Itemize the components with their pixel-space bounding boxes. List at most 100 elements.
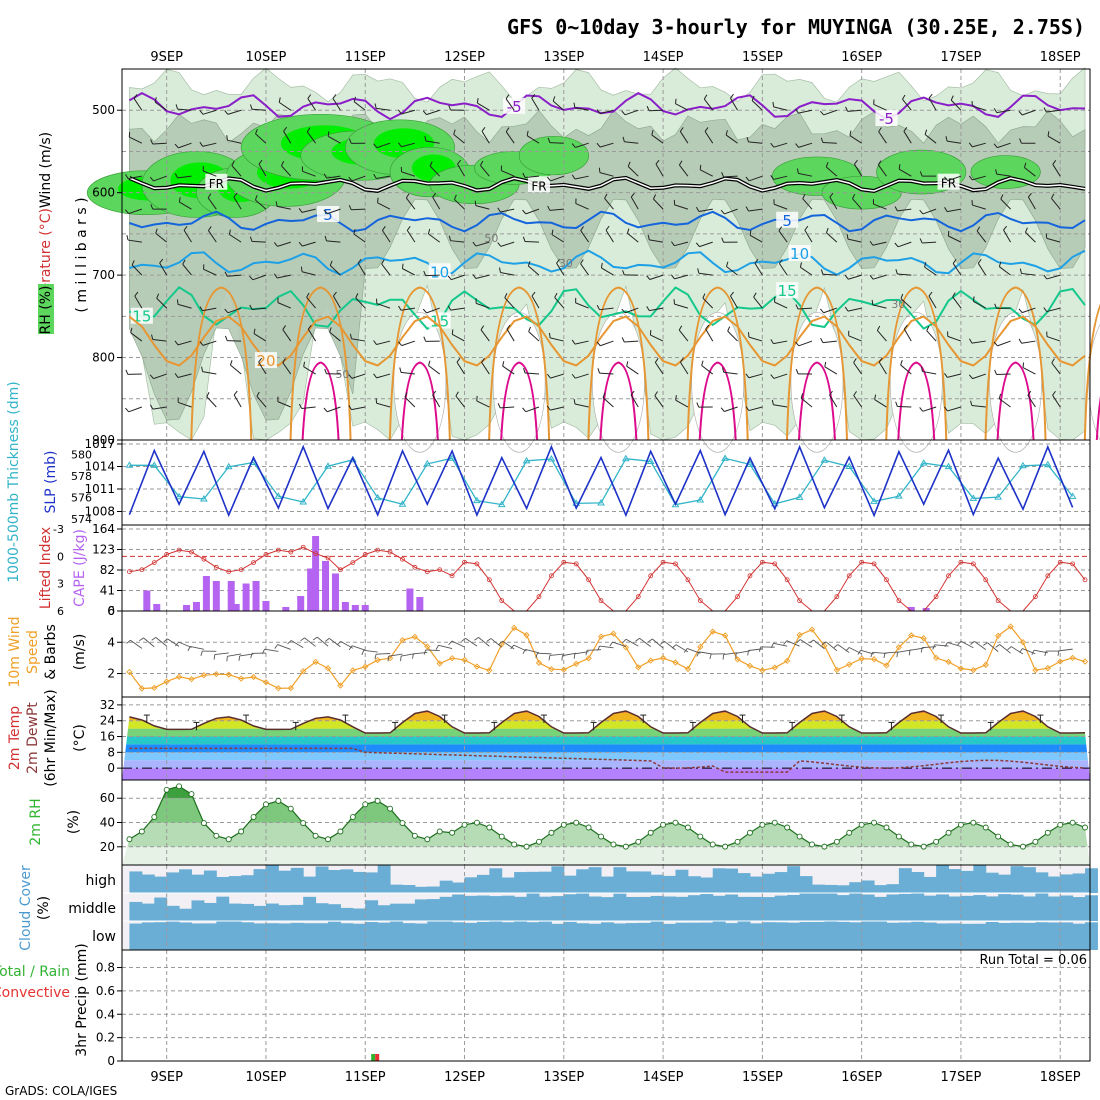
wind-barb [477, 102, 490, 111]
wind-barb-flag [207, 193, 212, 199]
surface-wind-barb-flag [896, 652, 898, 658]
cloud-cover-bar [998, 894, 1012, 921]
wind-barb-flag [928, 291, 933, 297]
axis-tick-label: 6 [107, 604, 115, 618]
wind-barb [654, 362, 664, 375]
rh2m-marker [213, 832, 220, 839]
wind-barb-flag [646, 306, 650, 311]
wind-barb-flag [273, 273, 278, 279]
wind-barb [131, 264, 143, 276]
wind-barb [952, 263, 962, 276]
wind-barb [922, 406, 937, 412]
surface-wind-barb-flag [548, 655, 551, 661]
wind-barb-flag [770, 175, 774, 180]
wind-barb [401, 340, 416, 347]
wind-barb [277, 241, 291, 247]
wind-barb [678, 329, 689, 342]
cloud-cover-bar [377, 922, 391, 950]
lifted-index-marker [275, 547, 281, 553]
wind-speed-marker [995, 632, 1002, 639]
wind-barb-flag [377, 197, 379, 203]
temperature-color-fill [122, 711, 1090, 780]
wind-barb [306, 297, 316, 309]
cloud-cover-bar [265, 865, 279, 893]
wind-barb-flag [802, 194, 806, 199]
cloud-cover-bar [365, 872, 379, 893]
wind-barb [177, 108, 192, 111]
bottom-date-label: 18SEP [1040, 1070, 1081, 1085]
wind-barb [723, 371, 738, 375]
wind-barb [301, 271, 316, 276]
wind-barb [730, 295, 738, 309]
rh2m-marker [225, 836, 232, 843]
wind-barb [972, 105, 986, 111]
cape-bar [232, 604, 240, 611]
wind-barb [601, 267, 614, 276]
cloud-cover-bar [1010, 894, 1024, 921]
wind-barb [283, 130, 292, 144]
cloud-cover-bar [228, 903, 242, 921]
cloud-cover-bar [774, 872, 788, 893]
cloud-cover-bar [241, 903, 255, 921]
wind-barb-flag [646, 105, 650, 111]
wind-barb-flag [596, 341, 601, 347]
cloud-cover-bar [390, 921, 403, 950]
temperature-band [122, 768, 1090, 780]
wind-barb-flag [993, 143, 998, 148]
contour-label: -5 [507, 98, 522, 116]
wind-barb-flag [327, 131, 330, 137]
wind-barb [605, 229, 614, 243]
rh2m-marker [536, 838, 542, 845]
wind-barb-flag [869, 240, 874, 246]
cloud-cover-bar [762, 922, 776, 950]
rh2m-marker [436, 828, 443, 835]
surface-wind-barb [277, 644, 291, 650]
cloud-cover-bar [526, 922, 540, 950]
axis-tick-label: 0 [107, 761, 115, 775]
cloud-cover-bar [390, 884, 403, 893]
cloud-cover-bar [265, 903, 279, 921]
wind-speed-marker [870, 656, 878, 663]
temp2m-ylabels: 2m Temp 2m DewPt (6hr Min/Max) (°C) [7, 689, 88, 786]
wind-barb-flag [697, 268, 700, 274]
wind-barb [826, 232, 838, 243]
cloud-cover-bar [923, 895, 937, 921]
wind-barb [754, 263, 763, 276]
axis-tick-label: 0 [107, 604, 115, 618]
wind-ylabel-units: (m/s) [72, 634, 88, 671]
surface-wind-barb-flag [274, 644, 279, 649]
wind-barb-flag [481, 357, 485, 363]
thickness-tick-label: 574 [71, 513, 92, 526]
wind-barb-flag [324, 368, 327, 374]
wind-barb [773, 340, 788, 345]
wind-barb [897, 273, 912, 276]
rh2m-marker [1057, 821, 1064, 828]
cloud-cover-bar [141, 874, 155, 893]
wind-barb [952, 296, 962, 309]
wind-barb [202, 109, 217, 115]
wind-barb-flag [306, 292, 310, 298]
contour-label: 10 [430, 263, 449, 281]
wind-barb-flag [547, 137, 551, 143]
wind-speed-marker [858, 655, 865, 662]
wind-barb-flag [176, 299, 179, 305]
temperature-band [122, 720, 1090, 729]
wind-barb [599, 109, 614, 115]
wind-speed-marker [883, 662, 890, 669]
wind-barb [602, 397, 614, 408]
isotherm--5 [128, 91, 1086, 121]
wind-barb [574, 403, 589, 408]
surface-wind-barb-flag [163, 638, 168, 643]
cloud-cover-bar [154, 922, 168, 950]
cloud-cover-bar [1035, 893, 1049, 921]
wind-barb-flag [373, 373, 377, 379]
wind-barb [874, 399, 887, 408]
rh2m-marker [833, 838, 840, 845]
lifted-index-marker [598, 598, 604, 604]
surface-wind-barb-flag [635, 637, 640, 642]
wind-barb-flag [853, 358, 857, 363]
lifted-index-marker [1045, 573, 1051, 579]
wind-speed-marker [287, 684, 294, 692]
cloud-cover-bar [166, 905, 180, 921]
